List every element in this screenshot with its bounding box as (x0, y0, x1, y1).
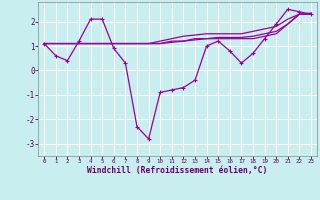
X-axis label: Windchill (Refroidissement éolien,°C): Windchill (Refroidissement éolien,°C) (87, 166, 268, 175)
